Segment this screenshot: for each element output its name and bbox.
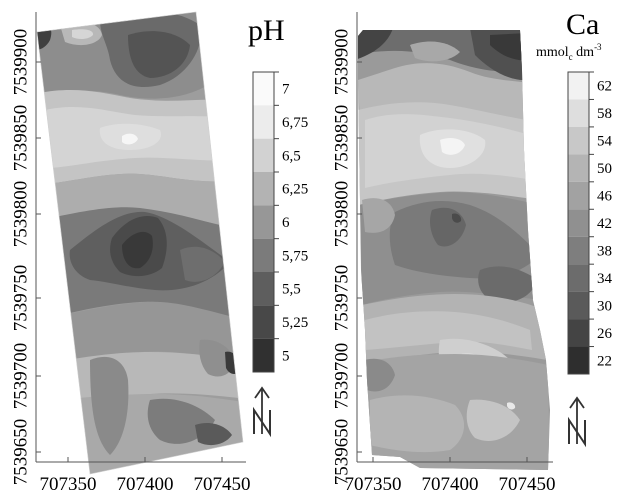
ca-legend-swatch [568, 99, 589, 127]
ph-x-tick-label: 707400 [117, 474, 174, 495]
ca-legend-swatch [568, 346, 589, 374]
ca-title: Ca [566, 8, 599, 41]
ph-legend-swatch [253, 72, 274, 106]
ph-legend-label: 5,75 [282, 248, 308, 264]
ca-legend-swatch [568, 126, 589, 155]
ca-unit: mmolc dm-3 [536, 42, 602, 62]
ph-legend-label: 6 [282, 215, 290, 231]
ph-x-tick-label: 707450 [194, 474, 251, 495]
ph-legend-label: 6,5 [282, 148, 301, 164]
ph-y-tick-label: 7539700 [10, 343, 31, 410]
ca-legend-label: 26 [597, 326, 613, 342]
ca-contour-field [358, 30, 550, 470]
ca-axes [356, 12, 553, 463]
ca-legend-label: 22 [597, 353, 612, 369]
ph-title: pH [248, 14, 285, 47]
ca-legend-frame [567, 71, 590, 375]
ca-legend-swatch [568, 72, 589, 100]
ph-legend-swatch [253, 105, 274, 139]
ca-legend-label: 42 [597, 216, 612, 232]
ca-legend: 62 58 54 50 46 42 38 34 30 26 22 [567, 71, 613, 375]
ph-legend-label: 6,75 [282, 115, 308, 131]
ca-legend-label: 58 [597, 106, 612, 122]
ca-x-ticks: 707350 707400 707450 [345, 457, 556, 495]
ca-y-ticks: 7539900 7539850 7539800 7539750 7539700 75396… [331, 29, 362, 486]
ca-legend-label: 54 [597, 134, 613, 150]
north-arrow-icon [253, 386, 271, 438]
ca-x-tick-label: 707450 [499, 474, 556, 495]
ph-legend-swatch [253, 238, 274, 272]
ph-y-tick-label: 7539650 [10, 419, 31, 486]
ph-x-ticks: 707350 707400 707450 [40, 457, 251, 495]
ph-legend-swatch [253, 205, 274, 239]
ca-legend-label: 62 [597, 79, 612, 95]
ph-legend-label: 6,25 [282, 182, 308, 198]
ph-y-tick-label: 7539900 [10, 29, 31, 96]
ph-axes [35, 12, 246, 463]
ca-legend-label: 30 [597, 298, 612, 314]
north-arrow-icon [568, 396, 586, 448]
ca-x-tick-label: 707350 [345, 474, 402, 495]
ph-y-tick-label: 7539750 [10, 265, 31, 332]
ph-legend-label: 7 [282, 82, 290, 98]
ph-map-outline [36, 11, 244, 475]
ph-legend-swatch [253, 272, 274, 306]
ca-y-tick-label: 7539650 [331, 419, 352, 486]
ph-legend-label: 5 [282, 348, 290, 364]
ca-legend-label: 50 [597, 161, 612, 177]
ph-legend: 7 6,75 6,5 6,25 6 5,75 5,5 5,25 5 [252, 71, 308, 373]
ca-legend-swatch [568, 154, 589, 182]
ca-y-tick-label: 7539900 [331, 29, 352, 96]
ca-legend-swatch [568, 291, 589, 320]
ph-legend-frame [252, 71, 275, 373]
ph-legend-swatch [253, 172, 274, 206]
ca-y-tick-label: 7539700 [331, 343, 352, 410]
ph-x-tick-label: 707350 [40, 474, 97, 495]
ca-legend-swatch [568, 209, 589, 237]
ca-legend-swatch [568, 319, 589, 347]
ca-legend-swatch [568, 181, 589, 210]
ph-legend-swatch [253, 338, 274, 372]
ca-y-tick-label: 7539800 [331, 181, 352, 248]
ca-x-tick-label: 707400 [422, 474, 479, 495]
ph-legend-swatch [253, 305, 274, 339]
ph-contour-field [37, 12, 243, 474]
ca-legend-label: 38 [597, 243, 612, 259]
ca-legend-swatch [568, 264, 589, 292]
ph-y-tick-label: 7539800 [10, 181, 31, 248]
ca-legend-label: 34 [597, 271, 613, 287]
ca-y-tick-label: 7539850 [331, 105, 352, 172]
ca-y-tick-label: 7539750 [331, 265, 352, 332]
ph-map [36, 11, 244, 475]
ca-legend-swatch [568, 236, 589, 265]
ph-legend-label: 5,25 [282, 315, 308, 331]
ca-map [358, 30, 550, 470]
ph-y-ticks: 7539900 7539850 7539800 7539750 7539700 75396… [10, 29, 41, 486]
ph-legend-label: 5,5 [282, 282, 301, 298]
ph-legend-swatch [253, 138, 274, 172]
ca-legend-label: 46 [597, 189, 613, 205]
ph-y-tick-label: 7539850 [10, 105, 31, 172]
